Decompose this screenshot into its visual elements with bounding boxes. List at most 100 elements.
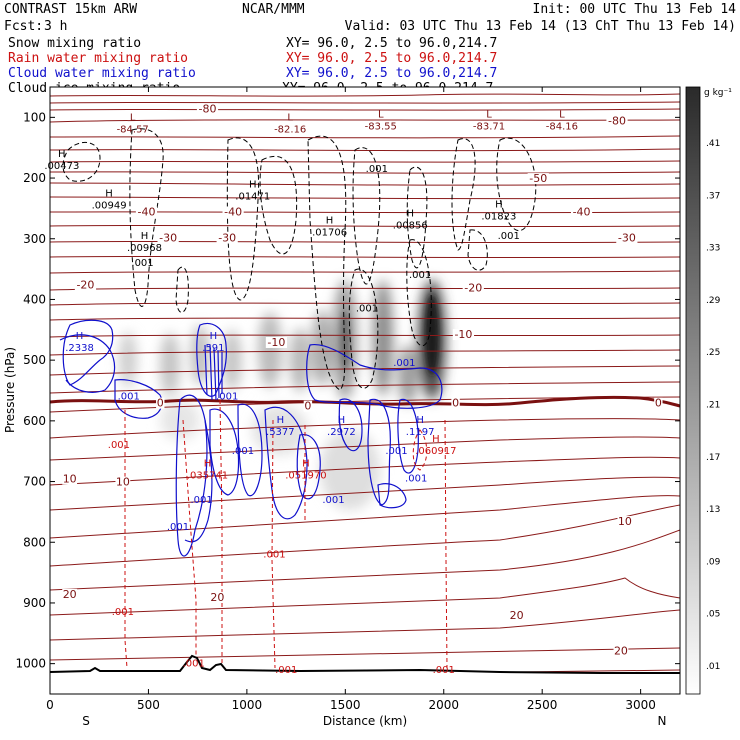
extrema-type-H: H xyxy=(249,179,257,190)
x-tick-label: 2500 xyxy=(527,698,558,712)
extrema-type-H: H xyxy=(58,149,66,160)
extrema-value: -83.71 xyxy=(473,121,505,132)
min-contour-labels: .001 .001 .001 .001 .001 .001 .001 .001 .001 .001… xyxy=(108,164,520,676)
contour-value-label: .001 xyxy=(118,392,140,403)
contour-value-label: .001 xyxy=(263,549,285,560)
x-axis-north-label: N xyxy=(658,714,667,728)
temperature-contour-label: 0 xyxy=(157,397,164,410)
y-tick-label: 400 xyxy=(23,292,46,306)
field-name-rain: Rain water mixing ratio xyxy=(8,51,188,66)
extrema-type-H: H xyxy=(416,415,424,426)
temperature-contour-label: 20 xyxy=(614,644,628,657)
extrema-value: .5377 xyxy=(266,427,295,438)
temperature-label-bg xyxy=(265,336,288,348)
temperature-label-bg xyxy=(196,103,219,115)
freezing-level-contour xyxy=(50,395,680,408)
temperature-label-bg xyxy=(135,206,158,218)
extrema-type-H: H xyxy=(432,434,440,445)
temperature-label-bg xyxy=(606,115,628,127)
extrema-value: .00473 xyxy=(44,161,79,172)
x-tick-label: 500 xyxy=(137,698,160,712)
temperature-contour-label: 0 xyxy=(304,400,311,413)
forecast-hour: 3 h xyxy=(44,19,67,34)
snow-shading xyxy=(119,280,446,510)
temperature-label-bg xyxy=(303,400,313,412)
contour-value-label: .001 xyxy=(190,495,212,506)
extrema-value: .2972 xyxy=(327,427,356,438)
field-xy-snow: XY= 96.0, 2.5 to 96.0,214.7 xyxy=(286,36,497,51)
colorbar-level-label: .29 xyxy=(706,296,721,306)
colorbar-level-label: .37 xyxy=(706,191,720,201)
forecast-label: Fcst: xyxy=(4,19,43,34)
valid-time: Valid: 03 UTC Thu 13 Feb 14 (13 ChT Thu … xyxy=(345,19,736,34)
temperature-contour-label: 10 xyxy=(116,476,130,489)
y-tick-label: 800 xyxy=(23,535,46,549)
colorbar-level-label: .05 xyxy=(706,610,720,620)
temperature-label-bg xyxy=(462,282,484,294)
extrema-labels: L-84.57L-82.16L-83.55L-83.71L-84.16H.004… xyxy=(44,109,578,481)
extrema-value: .060917 xyxy=(415,446,456,457)
extrema-type-H: H xyxy=(210,331,218,342)
contour-value-label: .001 xyxy=(409,270,431,281)
extrema-value: .00949 xyxy=(92,200,127,211)
y-tick-label: 900 xyxy=(23,596,46,610)
temperature-label-bg xyxy=(157,232,179,244)
plot-frame xyxy=(49,86,681,695)
init-time: Init: 00 UTC Thu 13 Feb 14 xyxy=(533,2,737,17)
colorbar-level-label: .21 xyxy=(706,401,720,411)
temperature-label-bg xyxy=(62,588,78,600)
extrema-type-H: H xyxy=(105,188,113,199)
extrema-value: .01471 xyxy=(235,191,270,202)
colorbar-level-label: .17 xyxy=(706,453,720,463)
rain-contours xyxy=(124,399,448,669)
contour-value-label: .001 xyxy=(322,495,344,506)
temperature-label-bg xyxy=(451,397,460,409)
contour-value-label: .001 xyxy=(385,446,407,457)
contour-value-label: .001 xyxy=(216,392,238,403)
y-tick-label: 600 xyxy=(23,414,46,428)
temperature-label-bg xyxy=(74,279,97,291)
colorbar-level-label: .41 xyxy=(706,139,720,149)
extrema-value: .051970 xyxy=(285,470,326,481)
temperature-label-bg xyxy=(452,329,475,341)
extrema-value: .2338 xyxy=(65,343,94,354)
temperature-contour-label: -20 xyxy=(464,281,482,294)
terrain-line xyxy=(50,654,680,674)
temperature-contour-label: -40 xyxy=(137,205,155,218)
cloud-water-contours xyxy=(59,319,443,557)
extrema-value: .591 xyxy=(202,343,224,354)
contour-value-label: .001 xyxy=(112,607,134,618)
temperature-label-bg xyxy=(115,476,131,488)
temperature-contour-label: -10 xyxy=(454,328,472,341)
x-axis-label: Distance (km) xyxy=(323,714,407,728)
x-tick-label: 1000 xyxy=(232,698,263,712)
contour-value-label: .001 xyxy=(108,440,130,451)
temperature-contour-label: -40 xyxy=(573,205,591,218)
cloud-ice-contours xyxy=(62,128,537,391)
y-tick-label: 200 xyxy=(23,171,46,185)
temperature-contour-label: 20 xyxy=(63,588,77,601)
extrema-type-L: L xyxy=(559,109,565,120)
contour-value-label: .001 xyxy=(275,665,297,676)
temperature-contour-label: -40 xyxy=(224,205,242,218)
temperature-contour-label: 10 xyxy=(63,473,77,486)
x-tick-label: 3000 xyxy=(625,698,656,712)
extrema-value: -84.16 xyxy=(546,121,578,132)
contour-value-label: .001 xyxy=(433,665,455,676)
extrema-type-L: L xyxy=(378,109,384,120)
field-xy-rain: XY= 96.0, 2.5 to 96.0,214.7 xyxy=(286,51,497,66)
colorbar: g kg⁻¹ .41 .37 .33 .29 .25 .21 .17 .13 .09 .05 .01 xyxy=(685,86,732,695)
colorbar-level-label: .13 xyxy=(706,505,720,515)
extrema-value: .01706 xyxy=(312,228,347,239)
temperature-contour-label: -50 xyxy=(529,172,547,185)
contour-value-label: .001 xyxy=(167,522,189,533)
y-tick-label: 500 xyxy=(23,353,46,367)
colorbar-level-label: .25 xyxy=(706,348,720,358)
colorbar-level-label: .01 xyxy=(706,662,720,672)
extrema-type-H: H xyxy=(338,415,346,426)
temperature-contour-label: 0 xyxy=(655,397,662,410)
temperature-label-bg xyxy=(654,397,663,409)
temperature-label-bg xyxy=(527,173,549,185)
